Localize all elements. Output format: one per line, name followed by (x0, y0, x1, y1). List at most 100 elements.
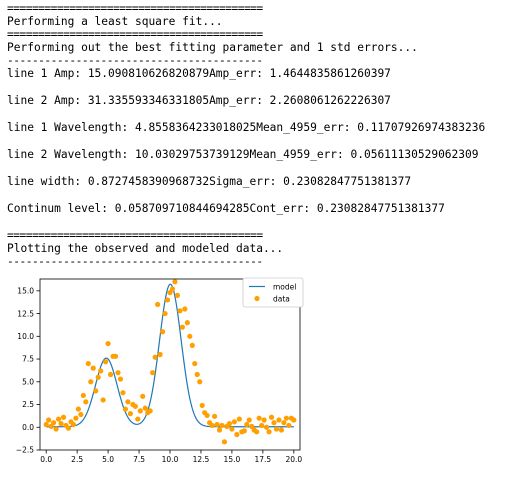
data-point (159, 329, 166, 335)
data-point (172, 279, 178, 285)
data-point (55, 416, 62, 422)
data-point (273, 426, 280, 432)
data-point (249, 423, 255, 429)
data-point (53, 426, 59, 432)
data-point (157, 351, 163, 358)
data-point (291, 417, 297, 423)
data-point (112, 353, 119, 359)
x-tick-label: 10.0 (162, 455, 179, 464)
data-point (177, 308, 183, 314)
data-point (261, 417, 267, 423)
data-point (278, 427, 285, 433)
y-tick-label: 7.5 (22, 355, 34, 364)
result-line-1-wavelength: line 1 Wavelength: 4.8558364233018025Mea… (7, 121, 486, 134)
data-point (259, 422, 265, 429)
data-point (254, 429, 260, 435)
data-point (194, 371, 200, 378)
legend-model-label: model (273, 283, 296, 292)
data-point (286, 422, 292, 429)
data-point (107, 371, 114, 378)
y-tick-label: 12.5 (17, 309, 34, 318)
data-point (155, 301, 161, 308)
data-point (150, 370, 156, 376)
separator-rule: ========================================… (7, 229, 263, 242)
data-point (263, 424, 270, 430)
result-line-width: line width: 0.8727458390968732Sigma_err:… (7, 175, 412, 188)
data-point (226, 421, 233, 427)
data-point (95, 374, 101, 380)
data-point (147, 408, 153, 414)
y-tick-label: 0.0 (22, 423, 34, 432)
data-point (103, 359, 109, 365)
result-line-1-amp: line 1 Amp: 15.090810626820879Amp_err: 1… (7, 67, 391, 80)
data-point (236, 416, 242, 422)
x-tick-label: 12.5 (193, 455, 210, 464)
data-point (88, 379, 94, 385)
data-point (276, 417, 282, 423)
y-tick-label: −2.5 (16, 446, 34, 455)
data-point (117, 376, 124, 382)
chart-svg: 0.0 2.5 5.0 7.5 10.0 12.5 15.0 17.5 20.0 −2.5 0.0… (16, 277, 304, 464)
result-line-2-amp: line 2 Amp: 31.335593346331805Amp_err: 2… (7, 94, 391, 107)
data-point (211, 413, 218, 419)
data-point (246, 417, 252, 423)
data-point (221, 439, 228, 445)
data-point (100, 397, 106, 403)
data-point (78, 411, 84, 418)
x-tick-label: 2.5 (71, 455, 83, 464)
data-point (271, 420, 277, 426)
y-axis-ticks: −2.5 0.0 2.5 5.0 7.5 10.0 12.5 15.0 (16, 287, 40, 455)
separator-rule: ========================================… (7, 28, 263, 41)
x-tick-label: 20.0 (285, 455, 302, 464)
y-tick-label: 10.0 (17, 332, 34, 341)
data-point (266, 429, 272, 435)
x-tick-label: 5.0 (102, 455, 114, 464)
data-point (174, 292, 181, 298)
data-point (46, 417, 52, 423)
separator-rule: ----------------------------------------… (7, 255, 263, 268)
data-series (43, 279, 297, 445)
data-point (137, 408, 143, 414)
data-point (98, 368, 104, 374)
x-tick-label: 0.0 (40, 455, 52, 464)
data-point (244, 421, 250, 428)
data-point (281, 420, 287, 426)
data-point (169, 286, 176, 292)
data-point (187, 333, 193, 339)
cell-output: ========================================… (7, 2, 522, 268)
data-point (204, 412, 210, 419)
data-point (182, 306, 188, 312)
data-point (93, 388, 99, 394)
data-point (105, 340, 111, 347)
data-point (234, 431, 240, 438)
data-point (184, 320, 190, 326)
x-tick-label: 15.0 (224, 455, 241, 464)
data-point (80, 392, 86, 399)
data-point (51, 420, 57, 426)
status-fit-message: Performing a least square fit... (7, 15, 223, 28)
x-axis-ticks: 0.0 2.5 5.0 7.5 10.0 12.5 15.0 17.5 20.0 (40, 450, 302, 464)
data-point (115, 370, 121, 376)
legend-data-label: data (273, 295, 290, 304)
data-point (60, 414, 67, 420)
data-point (162, 310, 168, 317)
data-point (216, 427, 223, 433)
data-point (58, 421, 64, 427)
data-point (120, 390, 126, 396)
data-point (85, 360, 91, 367)
data-point (192, 360, 198, 367)
data-point (142, 405, 148, 411)
status-best-fit-message: Performing out the best fitting paramete… (7, 41, 418, 54)
data-point (256, 415, 262, 421)
data-point (152, 354, 158, 360)
status-plot-message: Plotting the observed and modeled data..… (7, 242, 284, 255)
data-point (48, 423, 54, 429)
result-continuum-level: Continum level: 0.058709710844694285Cont… (7, 202, 445, 215)
data-point (219, 422, 225, 429)
result-line-2-wavelength: line 2 Wavelength: 10.03029753739129Mean… (7, 148, 479, 161)
data-point (214, 421, 220, 428)
data-point (127, 411, 133, 417)
data-point (231, 419, 237, 425)
data-point (241, 428, 247, 434)
y-tick-label: 2.5 (22, 400, 34, 409)
